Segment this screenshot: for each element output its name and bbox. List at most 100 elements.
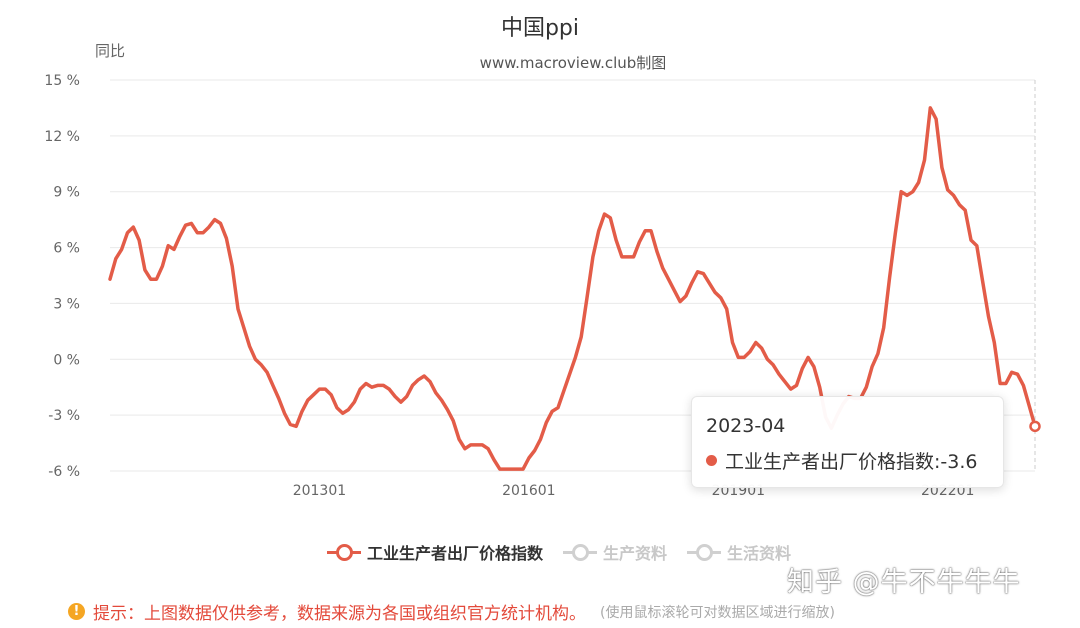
- data-point[interactable]: [328, 392, 334, 398]
- data-point[interactable]: [683, 293, 689, 299]
- data-point[interactable]: [759, 345, 765, 351]
- legend-item-consumer[interactable]: 生活资料: [687, 540, 791, 564]
- data-point[interactable]: [997, 380, 1003, 386]
- data-point[interactable]: [875, 351, 881, 357]
- data-point[interactable]: [665, 276, 671, 282]
- data-point[interactable]: [316, 386, 322, 392]
- data-point[interactable]: [747, 349, 753, 355]
- data-point[interactable]: [119, 246, 125, 252]
- data-point[interactable]: [439, 397, 445, 403]
- data-point[interactable]: [305, 397, 311, 403]
- data-point[interactable]: [392, 394, 398, 400]
- data-point[interactable]: [462, 446, 468, 452]
- data-point[interactable]: [543, 420, 549, 426]
- data-point[interactable]: [270, 382, 276, 388]
- data-point[interactable]: [689, 280, 695, 286]
- data-point[interactable]: [811, 364, 817, 370]
- data-point[interactable]: [247, 343, 253, 349]
- data-point[interactable]: [636, 239, 642, 245]
- data-point[interactable]: [625, 254, 631, 260]
- highlighted-point[interactable]: [1029, 420, 1041, 433]
- data-point[interactable]: [538, 436, 544, 442]
- data-point[interactable]: [1009, 369, 1015, 375]
- data-point[interactable]: [218, 220, 224, 226]
- data-point[interactable]: [427, 379, 433, 385]
- data-point[interactable]: [282, 410, 288, 416]
- data-point[interactable]: [561, 388, 567, 394]
- data-point[interactable]: [764, 356, 770, 362]
- data-point[interactable]: [863, 384, 869, 390]
- data-point[interactable]: [171, 246, 177, 252]
- data-point[interactable]: [497, 466, 503, 472]
- data-point[interactable]: [375, 382, 381, 388]
- data-point[interactable]: [241, 325, 247, 331]
- data-point[interactable]: [776, 371, 782, 377]
- data-point[interactable]: [433, 390, 439, 396]
- data-point[interactable]: [334, 405, 340, 411]
- data-point[interactable]: [939, 165, 945, 171]
- data-point[interactable]: [741, 354, 747, 360]
- data-point[interactable]: [159, 263, 165, 269]
- data-point[interactable]: [567, 371, 573, 377]
- data-point[interactable]: [1015, 371, 1021, 377]
- data-point[interactable]: [287, 421, 293, 427]
- data-point[interactable]: [881, 325, 887, 331]
- data-point[interactable]: [718, 295, 724, 301]
- data-point[interactable]: [532, 448, 538, 454]
- data-point[interactable]: [887, 274, 893, 280]
- data-point[interactable]: [788, 386, 794, 392]
- data-point[interactable]: [921, 157, 927, 163]
- data-point[interactable]: [892, 230, 898, 236]
- data-point[interactable]: [299, 408, 305, 414]
- data-point[interactable]: [817, 384, 823, 390]
- data-point[interactable]: [700, 271, 706, 277]
- data-point[interactable]: [601, 211, 607, 217]
- data-point[interactable]: [404, 394, 410, 400]
- data-point[interactable]: [188, 220, 194, 226]
- data-point[interactable]: [619, 254, 625, 260]
- data-point[interactable]: [363, 380, 369, 386]
- data-point[interactable]: [770, 362, 776, 368]
- data-point[interactable]: [107, 276, 113, 282]
- data-point[interactable]: [985, 313, 991, 319]
- data-point[interactable]: [136, 237, 142, 243]
- data-point[interactable]: [660, 265, 666, 271]
- data-point[interactable]: [945, 187, 951, 193]
- data-point[interactable]: [613, 237, 619, 243]
- data-point[interactable]: [677, 299, 683, 305]
- data-point[interactable]: [642, 228, 648, 234]
- data-point[interactable]: [991, 340, 997, 346]
- data-point[interactable]: [252, 356, 258, 362]
- data-point[interactable]: [729, 340, 735, 346]
- data-point[interactable]: [415, 377, 421, 383]
- data-point[interactable]: [200, 230, 206, 236]
- data-point[interactable]: [916, 179, 922, 185]
- data-point[interactable]: [276, 395, 282, 401]
- data-point[interactable]: [735, 354, 741, 360]
- data-point[interactable]: [369, 384, 375, 390]
- data-point[interactable]: [648, 228, 654, 234]
- data-point[interactable]: [346, 407, 352, 413]
- data-point[interactable]: [351, 399, 357, 405]
- data-point[interactable]: [450, 418, 456, 424]
- data-point[interactable]: [386, 386, 392, 392]
- data-point[interactable]: [671, 287, 677, 293]
- data-point[interactable]: [607, 215, 613, 221]
- data-point[interactable]: [968, 237, 974, 243]
- data-point[interactable]: [340, 410, 346, 416]
- data-point[interactable]: [706, 280, 712, 286]
- data-point[interactable]: [130, 224, 136, 230]
- data-point[interactable]: [962, 207, 968, 213]
- data-point[interactable]: [753, 340, 759, 346]
- data-point[interactable]: [479, 442, 485, 448]
- data-point[interactable]: [293, 423, 299, 429]
- data-point[interactable]: [444, 407, 450, 413]
- data-point[interactable]: [654, 248, 660, 254]
- data-point[interactable]: [549, 408, 555, 414]
- data-point[interactable]: [514, 466, 520, 472]
- data-point[interactable]: [223, 235, 229, 241]
- data-point[interactable]: [235, 306, 241, 312]
- data-point[interactable]: [468, 442, 474, 448]
- data-point[interactable]: [910, 189, 916, 195]
